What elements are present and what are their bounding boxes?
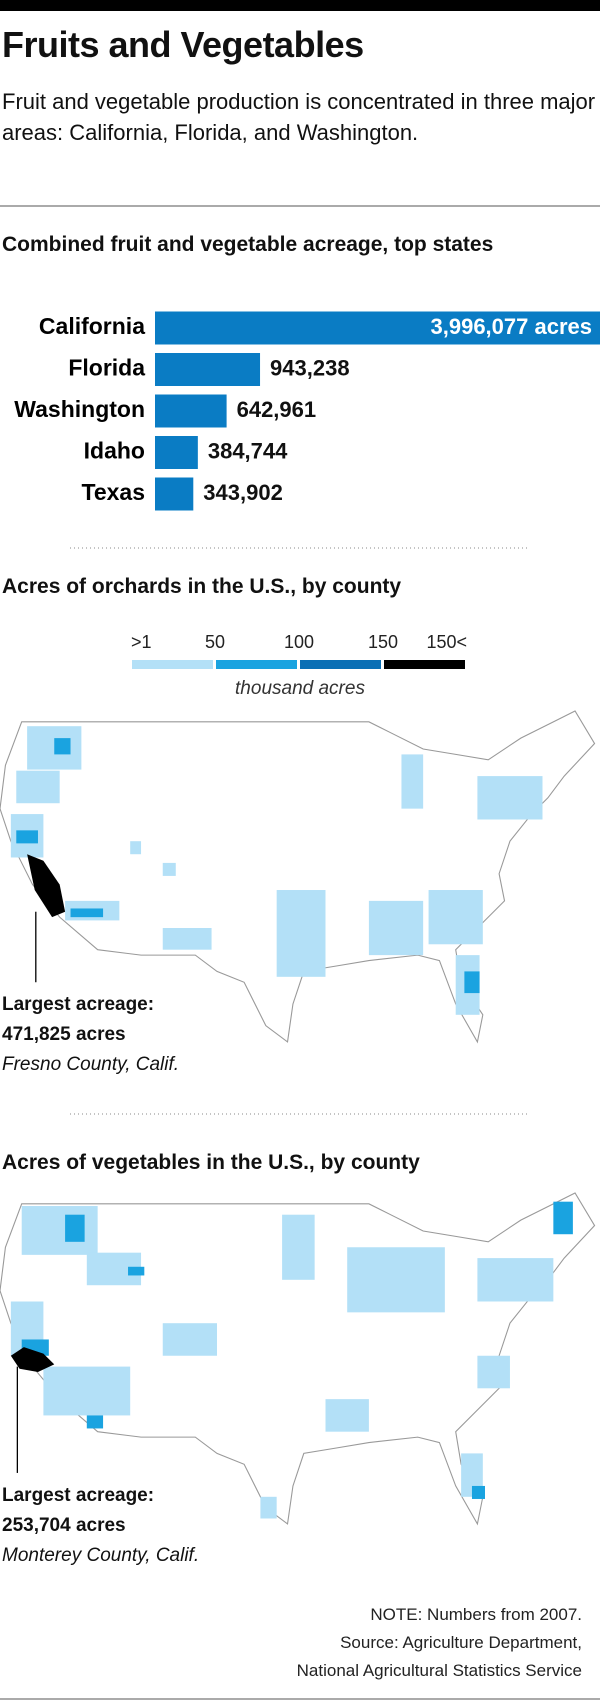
note: NOTE: Numbers from 2007. [370, 1605, 582, 1624]
legend-label: 50 [205, 632, 225, 652]
legend-swatch [216, 660, 297, 669]
annotation-label: Largest acreage: [2, 994, 155, 1015]
county-cluster [282, 1214, 315, 1280]
legend-swatch [300, 660, 381, 669]
annotation-place: Monterey County, Calif. [2, 1545, 200, 1566]
county-cluster [368, 900, 424, 956]
legend-swatch [132, 660, 213, 669]
top-rule [0, 0, 600, 11]
county-cluster [65, 1214, 85, 1242]
county-cluster [162, 862, 176, 876]
county-cluster [27, 854, 66, 918]
bar [155, 394, 227, 428]
county-fill [10, 726, 543, 1015]
county-cluster [477, 776, 543, 820]
annotation: Largest acreage: 471,825 acres Fresno Co… [2, 990, 179, 1080]
value-label: 943,238 [270, 355, 350, 380]
county-cluster [464, 971, 480, 994]
category-label: Texas [81, 479, 145, 505]
value-label: 642,961 [237, 397, 317, 422]
value-label: 384,744 [208, 438, 288, 463]
county-cluster [10, 1347, 55, 1373]
source: National Agricultural Statistics Service [296, 1661, 582, 1680]
county-cluster [54, 738, 71, 755]
county-cluster [325, 1399, 369, 1432]
county-cluster [471, 1485, 485, 1499]
category-label: Idaho [84, 438, 145, 464]
category-label: Washington [14, 396, 145, 422]
legend-label: 150< [426, 632, 467, 652]
legend-label: 150 [368, 632, 398, 652]
orchard-map [0, 710, 596, 1043]
legend-label: >1 [131, 632, 152, 652]
county-cluster [162, 928, 212, 950]
county-cluster [128, 1266, 145, 1276]
annotation-place: Fresno County, Calif. [2, 1054, 180, 1075]
county-cluster [347, 1247, 445, 1313]
map-title: Acres of orchards in the U.S., by county [2, 575, 402, 598]
map-legend: >1 50 100 150 150< [131, 632, 467, 669]
county-cluster [276, 890, 326, 977]
annotation-value: 471,825 acres [2, 1024, 126, 1045]
county-cluster [16, 830, 38, 844]
county-cluster [428, 890, 483, 945]
county-cluster [70, 908, 104, 918]
legend-swatch [384, 660, 465, 669]
subtitle: Fruit and vegetable production is concen… [2, 89, 596, 145]
value-label: 3,996,077 acres [431, 314, 593, 339]
county-cluster [477, 1258, 554, 1302]
county-fill [21, 1201, 573, 1499]
bar [155, 353, 261, 386]
county-fill [16, 738, 480, 994]
annotation-value: 253,704 acres [2, 1515, 126, 1536]
county-cluster [86, 1415, 104, 1429]
map-title: Acres of vegetables in the U.S., by coun… [2, 1151, 420, 1174]
county-cluster [162, 1323, 217, 1356]
annotation-label: Largest acreage: [2, 1485, 155, 1506]
county-cluster [401, 754, 424, 809]
county-cluster [477, 1355, 510, 1389]
category-label: Florida [68, 355, 145, 381]
value-label: 343,902 [203, 480, 283, 505]
county-cluster [260, 1496, 277, 1519]
annotation: Largest acreage: 253,704 acres Monterey … [2, 1481, 199, 1571]
county-cluster [16, 770, 60, 804]
source: Source: Agriculture Department, [340, 1633, 582, 1652]
bar [155, 436, 198, 469]
bar [155, 311, 600, 345]
chart-title: Combined fruit and vegetable acreage, to… [2, 233, 494, 256]
bar [155, 477, 194, 511]
title: Fruits and Vegetables [2, 24, 364, 65]
county-cluster [43, 1366, 131, 1416]
bar-chart: California 3,996,077 acres Florida 943,238 W… [14, 311, 600, 511]
county-cluster [21, 1206, 98, 1255]
legend-label: 100 [284, 632, 314, 652]
county-cluster [130, 841, 142, 855]
footer: NOTE: Numbers from 2007. Source: Agricul… [297, 1601, 582, 1685]
county-cluster [553, 1201, 573, 1235]
vegetable-map [0, 1192, 596, 1525]
legend-unit: thousand acres [235, 678, 365, 699]
category-label: California [39, 313, 145, 339]
